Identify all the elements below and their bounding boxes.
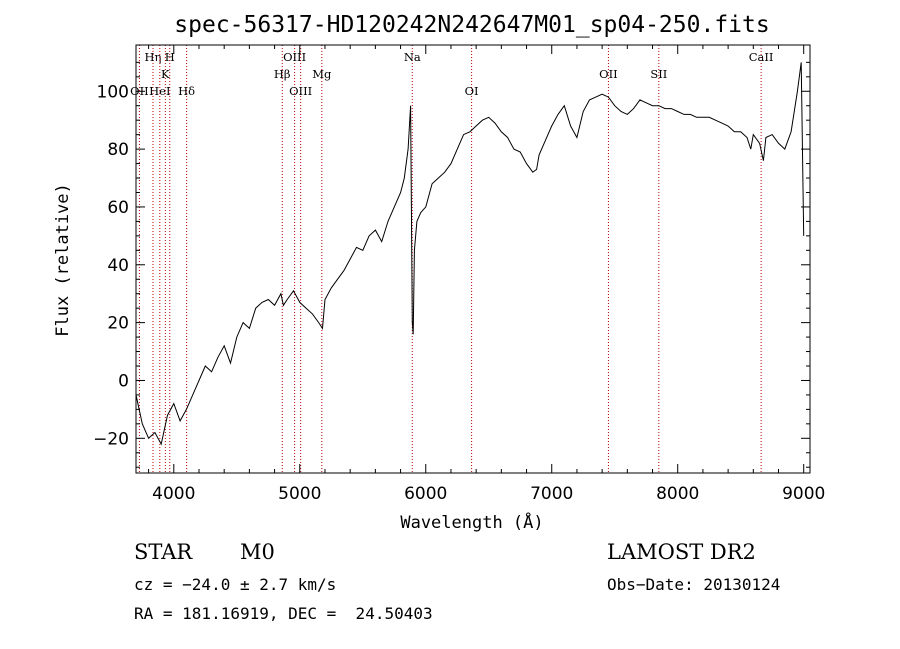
y-tick-label-3: 40 bbox=[107, 256, 129, 276]
marker-label-6: OIII bbox=[283, 50, 306, 64]
plot-frame bbox=[135, 44, 811, 474]
object-subclass: M0 bbox=[240, 540, 275, 564]
x-tick-label-3: 7000 bbox=[530, 484, 573, 504]
marker-label-7: Hβ bbox=[274, 67, 291, 81]
x-tick-label-4: 8000 bbox=[656, 484, 699, 504]
x-tick-label-1: 5000 bbox=[278, 484, 321, 504]
y-tick-label-2: 20 bbox=[107, 314, 129, 334]
marker-label-4: HeI bbox=[149, 84, 170, 98]
marker-label-12: OII bbox=[599, 67, 618, 81]
chart-title: spec-56317-HD120242N242647M01_sp04-250.f… bbox=[174, 12, 769, 38]
marker-label-14: CaII bbox=[749, 50, 774, 64]
y-axis-label: Flux (relative) bbox=[53, 183, 73, 337]
marker-label-10: Na bbox=[404, 50, 421, 64]
y-tick-label-4: 60 bbox=[107, 198, 129, 218]
x-axis-label: Wavelength (Å) bbox=[400, 511, 543, 533]
marker-label-2: K bbox=[161, 67, 170, 81]
marker-label-0: Hη bbox=[145, 50, 162, 64]
marker-label-9: OIII bbox=[289, 84, 312, 98]
y-tick-label-6: 100 bbox=[97, 82, 129, 102]
y-tick-label-0: −20 bbox=[93, 429, 129, 449]
spectrum-line bbox=[135, 62, 805, 446]
axis-ticks: 4000 5000 6000 7000 8000 9000 −20 0 20 40 60 80 100 bbox=[93, 45, 825, 504]
sky-coordinates: RA = 181.16919, DEC = 24.50403 bbox=[134, 604, 433, 623]
redshift-velocity: cz = −24.0 ± 2.7 km/s bbox=[134, 575, 337, 594]
y-tick-label-1: 0 bbox=[118, 371, 129, 391]
object-class: STAR bbox=[134, 540, 193, 564]
x-tick-label-2: 6000 bbox=[404, 484, 447, 504]
survey-name: LAMOST DR2 bbox=[607, 540, 756, 564]
marker-label-8: Mg bbox=[312, 67, 332, 81]
y-tick-label-5: 80 bbox=[107, 140, 129, 160]
marker-label-11: OI bbox=[465, 84, 479, 98]
marker-label-13: SII bbox=[650, 67, 667, 81]
marker-label-1: H bbox=[165, 50, 175, 64]
marker-label-5: Hδ bbox=[178, 84, 195, 98]
x-tick-label-0: 4000 bbox=[152, 484, 195, 504]
observation-date: Obs−Date: 20130124 bbox=[607, 575, 781, 594]
x-tick-label-5: 9000 bbox=[782, 484, 825, 504]
